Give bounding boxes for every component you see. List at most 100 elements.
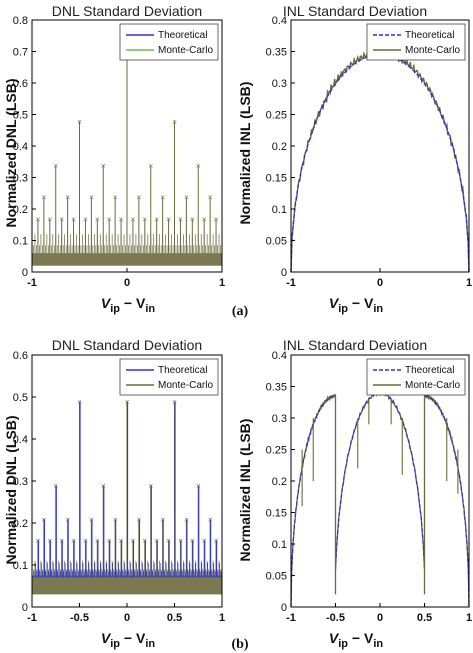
dnl-spike-marker: ×: [166, 215, 172, 223]
y-tick-label: 0.3: [272, 413, 287, 425]
dnl-spike-marker: ×: [83, 215, 89, 223]
y-tick-label: 0: [22, 267, 28, 279]
dnl-spike-marker: ×: [178, 215, 184, 223]
y-tick-label: 0.25: [266, 110, 287, 122]
x-tick-label: 0.5: [417, 612, 432, 624]
dnl-spike-marker: ×: [172, 118, 178, 126]
dnl-spike-marker: ×: [195, 162, 201, 170]
x-tick-label: 0.5: [167, 612, 182, 624]
dnl-spike-marker: ×: [172, 398, 178, 406]
dnl-spike-marker: ×: [178, 537, 184, 545]
y-tick-label: 0.5: [13, 392, 28, 404]
dnl-spike-marker: ×: [65, 193, 71, 201]
y-tick-label: 0.5: [13, 110, 28, 122]
y-tick-label: 0.35: [266, 47, 287, 59]
y-tick-label: 0.1: [13, 236, 28, 248]
dnl-spike-marker: ×: [65, 516, 71, 524]
y-tick-label: 0.05: [266, 236, 287, 248]
y-tick-label: 0.8: [13, 15, 28, 27]
dnl-spike-marker: ×: [88, 516, 94, 524]
dnl-spike-marker: ×: [124, 398, 130, 406]
legend-label-theoretical: Theoretical: [405, 30, 454, 41]
y-tick-label: 0.2: [272, 476, 287, 488]
plot-a-dnl: DNL Standard Deviation Normalized DNL (L…: [3, 3, 225, 315]
dnl-spike-marker: ×: [166, 537, 172, 545]
plot-title: INL Standard Deviation: [283, 337, 427, 353]
dnl-spike-marker: ×: [59, 537, 65, 545]
dnl-spike-marker: ×: [142, 537, 148, 545]
dnl-spike-marker: ×: [154, 537, 160, 545]
dnl-spike-marker: ×: [189, 537, 195, 545]
y-tick-label: 0.15: [266, 508, 287, 520]
dnl-spike-marker: ×: [35, 537, 41, 545]
dnl-spike-marker: ×: [213, 537, 219, 545]
y-tick-label: 0.25: [266, 445, 287, 457]
dnl-spike-marker: ×: [47, 215, 53, 223]
dnl-spike-marker: ×: [53, 482, 59, 490]
dnl-spike-marker: ×: [35, 215, 41, 223]
dnl-spike-marker: ×: [100, 162, 106, 170]
legend-label-theoretical: Theoretical: [158, 30, 207, 41]
x-tick-label: 1: [466, 612, 472, 624]
x-tick-label: 1: [466, 277, 472, 289]
y-tick-label: 0.4: [272, 15, 287, 27]
dnl-spike-marker: ×: [189, 215, 195, 223]
legend-label-montecarlo: Monte-Carlo: [405, 45, 460, 56]
y-tick-label: 0.1: [272, 539, 287, 551]
plot-b-inl: INL Standard Deviation Normalized INL (L…: [237, 337, 472, 650]
dnl-spike-marker: ×: [83, 537, 89, 545]
dnl-spike-marker: ×: [106, 215, 112, 223]
y-axis-label: Normalized INL (LSB): [237, 82, 253, 225]
y-tick-label: 0.35: [266, 382, 287, 394]
x-tick-label: 0: [377, 277, 383, 289]
y-tick-label: 0.3: [272, 78, 287, 90]
dnl-spike-marker: ×: [136, 193, 142, 201]
dnl-spike-marker: ×: [130, 215, 136, 223]
y-tick-label: 0.6: [13, 78, 28, 90]
y-tick-label: 0: [281, 267, 287, 279]
y-axis-label: Normalized DNL (LSB): [3, 415, 19, 564]
y-tick-label: 0.1: [13, 560, 28, 572]
y-tick-label: 0.6: [13, 350, 28, 362]
x-tick-label: -1: [27, 612, 37, 624]
dnl-spike-marker: ×: [59, 215, 65, 223]
dnl-spike-marker: ×: [130, 537, 136, 545]
y-tick-label: 0.3: [13, 173, 28, 185]
x-tick-label: -1: [27, 277, 37, 289]
dnl-spike-marker: ×: [94, 537, 100, 545]
plot-title: DNL Standard Deviation: [52, 3, 202, 19]
legend-label-theoretical: Theoretical: [158, 365, 207, 376]
x-axis-label: Vip − Vin: [101, 295, 155, 315]
dnl-spike-marker: ×: [118, 215, 124, 223]
dnl-spike-marker: ×: [112, 193, 118, 201]
dnl-spike-marker: ×: [106, 537, 112, 545]
y-tick-label: 0.3: [13, 476, 28, 488]
dnl-spike-marker: ×: [142, 215, 148, 223]
x-tick-label: -0.5: [70, 612, 89, 624]
dnl-spike-marker: ×: [41, 193, 47, 201]
dnl-spike-marker: ×: [136, 516, 142, 524]
y-tick-label: 0.05: [266, 571, 287, 583]
legend-label-montecarlo: Monte-Carlo: [158, 45, 213, 56]
y-tick-label: 0.4: [272, 350, 287, 362]
dnl-spike-marker: ×: [71, 215, 77, 223]
legend-box: [366, 23, 466, 61]
plot-b-dnl: DNL Standard Deviation Normalized DNL (L…: [3, 337, 225, 650]
dnl-spike-marker: ×: [88, 193, 94, 201]
dnl-spike-marker: ×: [201, 215, 207, 223]
x-tick-label: -1: [286, 612, 296, 624]
dnl-spike-marker: ×: [94, 215, 100, 223]
dnl-noise-band: [32, 253, 222, 266]
dnl-spike-marker: ×: [154, 215, 160, 223]
x-tick-label: -0.5: [326, 612, 345, 624]
y-tick-label: 0.15: [266, 173, 287, 185]
y-tick-label: 0.2: [13, 518, 28, 530]
inl-montecarlo-curve: [290, 389, 470, 608]
x-tick-label: 0: [377, 612, 383, 624]
y-tick-label: 0.2: [272, 141, 287, 153]
dnl-spike-marker: ×: [112, 516, 118, 524]
x-tick-label: 0: [124, 277, 130, 289]
y-axis-label: Normalized INL (LSB): [237, 419, 253, 562]
panel-tag-b: (b): [231, 637, 248, 652]
